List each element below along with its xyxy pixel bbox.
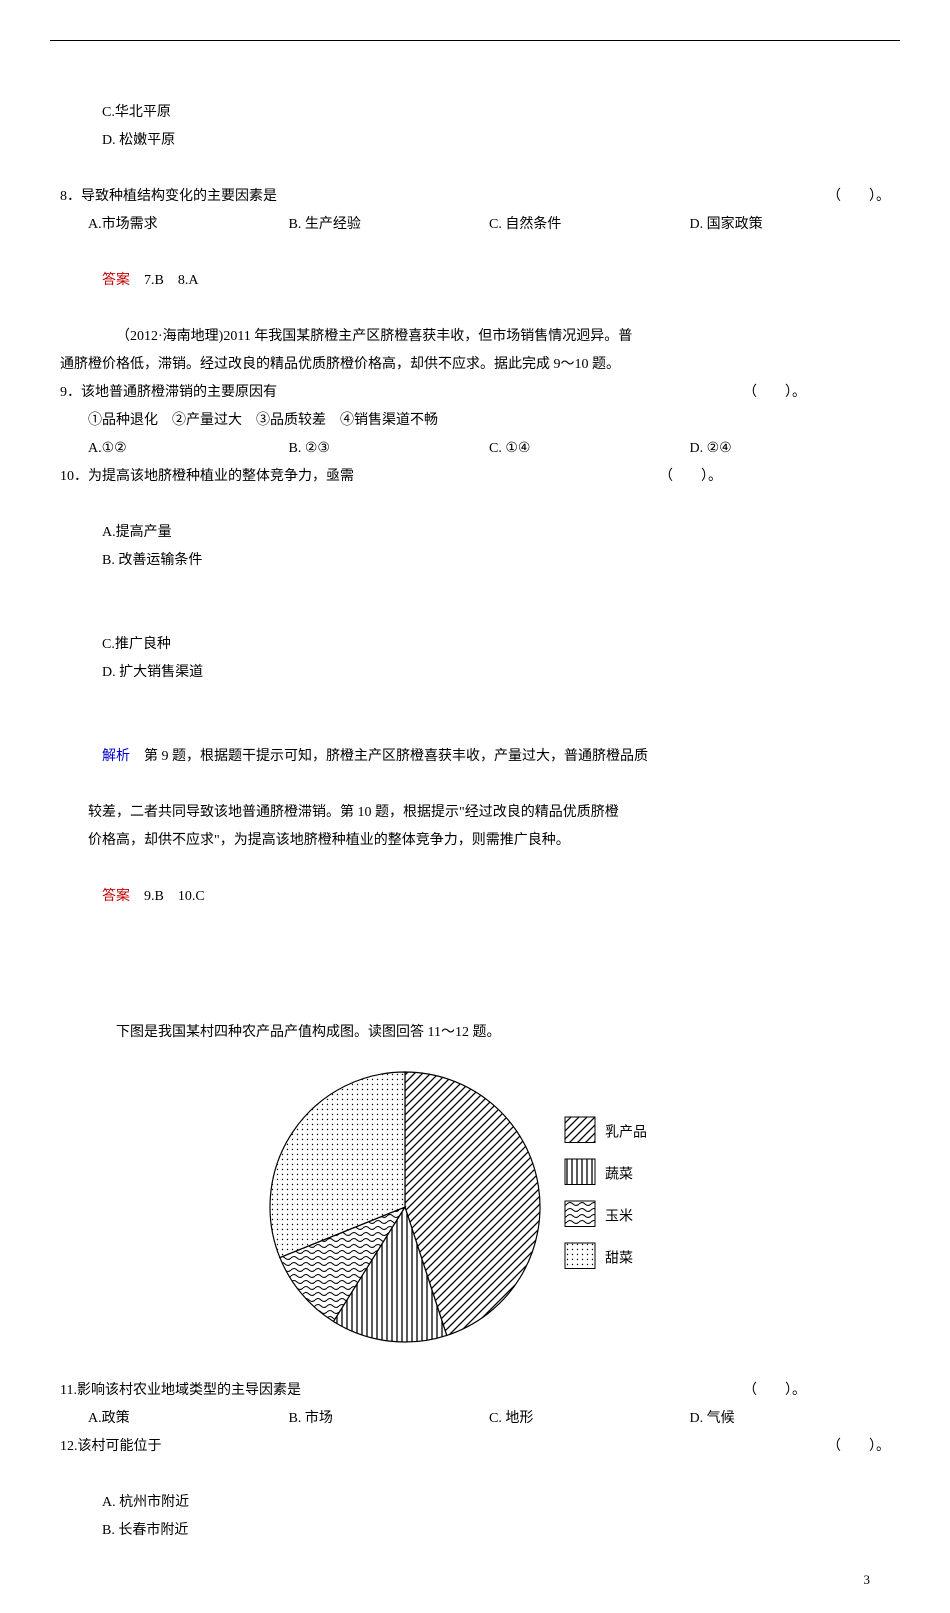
- q8-stem-row: 8．导致种植结构变化的主要因素是 （ ）。: [60, 183, 890, 211]
- q11-optB: B. 市场: [289, 1405, 490, 1433]
- answer-text: 7.B 8.A: [130, 273, 198, 288]
- q11-optC: C. 地形: [489, 1405, 690, 1433]
- answer-label: 答案: [102, 889, 130, 904]
- q10-optB: B. 改善运输条件: [102, 553, 202, 568]
- pie-chart-svg: 乳产品蔬菜玉米甜菜: [255, 1057, 695, 1357]
- q8-optA: A.市场需求: [88, 211, 289, 239]
- q10-stem: 10．为提高该地脐橙种植业的整体竞争力，亟需: [60, 463, 659, 491]
- answer-text: 9.B 10.C: [130, 889, 205, 904]
- legend-label: 蔬菜: [605, 1167, 633, 1183]
- q11-bracket: （ ）。: [743, 1377, 806, 1405]
- answer-label: 答案: [102, 273, 130, 288]
- legend-swatch: [565, 1159, 595, 1185]
- analysis-text1: 第 9 题，根据题干提示可知，脐橙主产区脐橙喜获丰收，产量过大，普通脐橙品质: [130, 749, 648, 764]
- q10-options-cd: C.推广良种 D. 扩大销售渠道: [60, 603, 890, 715]
- q8-optC: C. 自然条件: [489, 211, 690, 239]
- q11-stem-row: 11.影响该村农业地域类型的主导因素是 （ ）。: [60, 1377, 890, 1405]
- q11-optD: D. 气候: [690, 1405, 891, 1433]
- q10-stem-row: 10．为提高该地脐橙种植业的整体竞争力，亟需 （ ）。: [60, 463, 890, 491]
- q8-optB: B. 生产经验: [289, 211, 490, 239]
- passage2: 下图是我国某村四种农产品产值构成图。读图回答 11～12 题。: [60, 1019, 890, 1047]
- q8-options: A.市场需求 B. 生产经验 C. 自然条件 D. 国家政策: [60, 211, 890, 239]
- q11-stem: 11.影响该村农业地域类型的主导因素是: [60, 1377, 743, 1405]
- legend-label: 玉米: [605, 1209, 633, 1225]
- q10-optD: D. 扩大销售渠道: [102, 665, 203, 680]
- q12-stem: 12.该村可能位于: [60, 1433, 827, 1461]
- q9-optD: D. ②④: [690, 435, 891, 463]
- q7-optD: D. 松嫩平原: [102, 133, 175, 148]
- q9-optA: A.①②: [88, 435, 289, 463]
- q12-bracket: （ ）。: [827, 1433, 890, 1461]
- q9-optB: B. ②③: [289, 435, 490, 463]
- legend-label: 乳产品: [605, 1125, 647, 1141]
- passage1-line1: （2012·海南地理)2011 年我国某脐橙主产区脐橙喜获丰收，但市场销售情况迥…: [60, 323, 890, 351]
- answer-7-8: 答案 7.B 8.A: [60, 239, 890, 323]
- page-number: 3: [864, 1567, 871, 1593]
- q9-stem-row: 9．该地普通脐橙滞销的主要原因有 （ ）。: [60, 379, 890, 407]
- legend-swatch: [565, 1201, 595, 1227]
- legend-swatch: [565, 1117, 595, 1143]
- q8-optD: D. 国家政策: [690, 211, 891, 239]
- q10-bracket: （ ）。: [659, 463, 722, 491]
- q12-options-ab: A. 杭州市附近 B. 长春市附近: [60, 1461, 890, 1573]
- legend-label: 甜菜: [605, 1251, 633, 1267]
- pie-chart-figure: 乳产品蔬菜玉米甜菜: [60, 1057, 890, 1357]
- q8-bracket: （ ）。: [827, 183, 890, 211]
- q12-optA: A. 杭州市附近: [102, 1489, 284, 1517]
- q12-optB: B. 长春市附近: [102, 1523, 188, 1538]
- answer-9-10: 答案 9.B 10.C: [60, 855, 890, 939]
- q9-stem: 9．该地普通脐橙滞销的主要原因有: [60, 379, 743, 407]
- analysis-9-10-line1: 解析 第 9 题，根据题干提示可知，脐橙主产区脐橙喜获丰收，产量过大，普通脐橙品…: [60, 715, 890, 799]
- q12-stem-row: 12.该村可能位于 （ ）。: [60, 1433, 890, 1461]
- q9-circled: ①品种退化 ②产量过大 ③品质较差 ④销售渠道不畅: [60, 407, 890, 435]
- analysis-label: 解析: [102, 749, 130, 764]
- passage1-line2: 通脐橙价格低，滞销。经过改良的精品优质脐橙价格高，却供不应求。据此完成 9～10…: [60, 351, 890, 379]
- q10-options-ab: A.提高产量 B. 改善运输条件: [60, 491, 890, 603]
- analysis-9-10-line3: 价格高，却供不应求"，为提高该地脐橙种植业的整体竞争力，则需推广良种。: [60, 827, 890, 855]
- top-rule: [50, 40, 900, 41]
- q10-optC: C.推广良种: [102, 631, 256, 659]
- q10-optA: A.提高产量: [102, 519, 256, 547]
- q9-optC: C. ①④: [489, 435, 690, 463]
- legend-swatch: [565, 1243, 595, 1269]
- q11-optA: A.政策: [88, 1405, 289, 1433]
- q11-options: A.政策 B. 市场 C. 地形 D. 气候: [60, 1405, 890, 1433]
- q7-options-cd: C.华北平原 D. 松嫩平原: [60, 71, 890, 183]
- analysis-9-10-line2: 较差，二者共同导致该地普通脐橙滞销。第 10 题，根据提示"经过改良的精品优质脐…: [60, 799, 890, 827]
- q7-optC: C.华北平原: [102, 99, 298, 127]
- q8-stem: 8．导致种植结构变化的主要因素是: [60, 183, 827, 211]
- q9-options: A.①② B. ②③ C. ①④ D. ②④: [60, 435, 890, 463]
- q9-bracket: （ ）。: [743, 379, 806, 407]
